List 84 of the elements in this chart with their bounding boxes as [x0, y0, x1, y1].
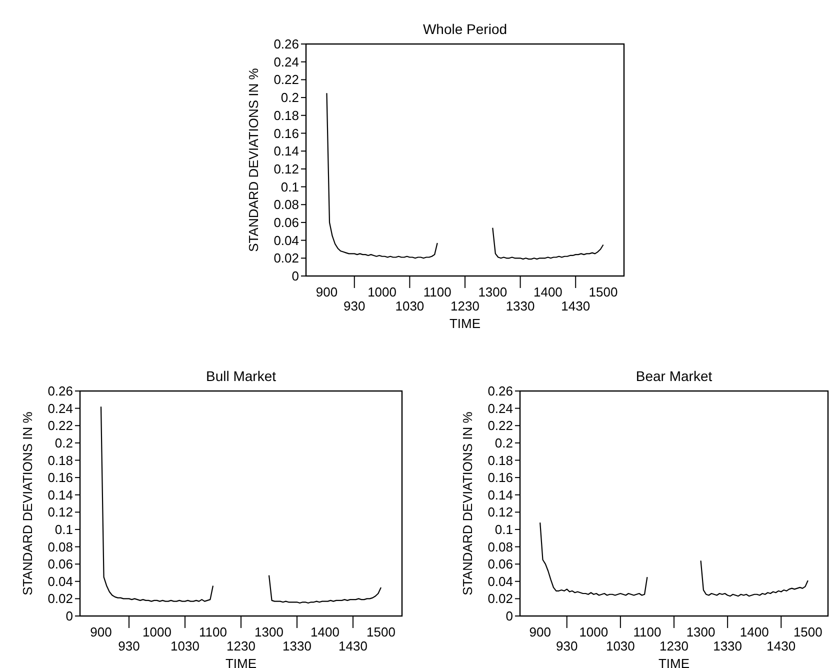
x-tick-label: 1030	[170, 638, 200, 654]
y-tick-label: 0.04	[488, 574, 513, 589]
chart-title: Bull Market	[206, 368, 276, 384]
y-tick-label: 0.02	[48, 591, 73, 606]
y-tick-label: 0.22	[48, 418, 73, 434]
x-axis-title: TIME	[658, 656, 690, 668]
y-tick-label: 0.1	[54, 522, 73, 538]
y-tick-label: 0.04	[274, 232, 299, 248]
x-tick-label: 1230	[450, 298, 480, 314]
x-tick-label: 1100	[633, 624, 662, 640]
x-axis-title: TIME	[225, 656, 257, 668]
y-tick-label: 0.26	[48, 384, 73, 399]
x-tick-label: 1100	[199, 624, 227, 640]
x-tick-label: 1230	[226, 638, 256, 654]
chart-title: Bear Market	[636, 368, 712, 384]
x-tick-label: 1500	[588, 284, 618, 300]
y-tick-label: 0.18	[48, 452, 73, 468]
y-tick-label: 0.08	[488, 539, 513, 554]
x-tick-label: 1400	[310, 624, 340, 640]
x-tick-label: 1100	[423, 284, 452, 300]
x-axis-title: TIME	[449, 316, 481, 331]
y-tick-label: 0.26	[274, 36, 299, 52]
y-tick-label: 0	[292, 268, 299, 284]
y-tick-label: 0.16	[488, 470, 513, 486]
x-tick-label: 1430	[766, 638, 796, 654]
y-tick-label: 0.14	[48, 487, 73, 502]
y-tick-label: 0.1	[494, 522, 513, 538]
y-tick-label: 0.2	[494, 435, 513, 450]
y-tick-label: 0.04	[48, 574, 73, 589]
x-tick-label: 1230	[660, 638, 688, 654]
y-axis-title: STANDARD DEVIATIONS IN %	[20, 411, 35, 596]
x-tick-label: 930	[556, 638, 578, 654]
x-tick-label: 1430	[561, 298, 590, 314]
y-tick-label: 0.12	[274, 161, 299, 176]
x-tick-label: 1500	[793, 624, 822, 640]
x-tick-label: 900	[90, 624, 112, 640]
y-tick-label: 0.02	[488, 591, 513, 606]
y-axis-title: STANDARD DEVIATIONS IN %	[460, 411, 475, 596]
x-tick-label: 1300	[254, 624, 284, 640]
x-tick-label: 1030	[395, 298, 424, 314]
y-tick-label: 0.1	[280, 179, 299, 194]
x-tick-label: 1500	[366, 624, 396, 640]
y-tick-label: 0.2	[54, 435, 73, 450]
y-tick-label: 0	[66, 608, 73, 624]
y-tick-label: 0.08	[274, 197, 299, 212]
x-tick-label: 900	[316, 284, 338, 300]
y-tick-label: 0.16	[48, 470, 73, 486]
x-tick-label: 930	[344, 298, 366, 314]
y-tick-label: 0.06	[488, 556, 513, 572]
y-tick-label: 0	[506, 608, 513, 624]
y-tick-label: 0.18	[488, 452, 513, 468]
y-tick-label: 0.26	[488, 384, 513, 399]
y-tick-label: 0.16	[274, 126, 299, 141]
y-tick-label: 0.22	[488, 418, 513, 434]
y-tick-label: 0.22	[274, 72, 299, 88]
x-tick-label: 1330	[506, 298, 535, 314]
x-tick-label: 1330	[282, 638, 312, 654]
x-tick-label: 1330	[713, 638, 742, 654]
x-tick-label: 900	[529, 624, 551, 640]
y-tick-label: 0.24	[488, 400, 513, 416]
y-tick-label: 0.06	[274, 215, 299, 230]
y-tick-label: 0.14	[274, 144, 299, 159]
x-tick-label: 1400	[533, 284, 562, 300]
y-tick-label: 0.06	[48, 556, 73, 572]
y-tick-label: 0.24	[48, 400, 73, 416]
y-tick-label: 0.08	[48, 539, 73, 554]
x-tick-label: 1300	[478, 284, 508, 300]
y-axis-title: STANDARD DEVIATIONS IN %	[246, 68, 261, 252]
y-tick-label: 0.14	[488, 487, 513, 502]
x-tick-label: 1000	[579, 624, 608, 640]
y-tick-label: 0.18	[274, 108, 299, 123]
y-tick-label: 0.2	[280, 90, 299, 106]
x-tick-label: 1300	[686, 624, 716, 640]
x-tick-label: 1430	[338, 638, 368, 654]
y-tick-label: 0.12	[488, 504, 513, 520]
y-tick-label: 0.12	[48, 504, 73, 520]
chart-title: Whole Period	[422, 21, 508, 37]
y-tick-label: 0.02	[274, 250, 299, 266]
x-tick-label: 1030	[606, 638, 635, 654]
x-tick-label: 1000	[142, 624, 172, 640]
x-tick-label: 930	[118, 638, 140, 654]
x-tick-label: 1000	[368, 284, 397, 300]
x-tick-label: 1400	[740, 624, 769, 640]
y-tick-label: 0.24	[274, 54, 299, 70]
